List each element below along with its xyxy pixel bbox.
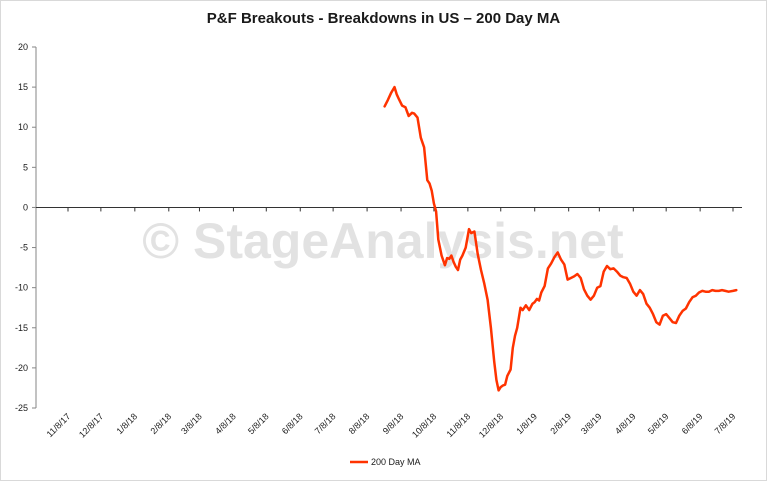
- x-tick-label: 5/8/18: [246, 411, 271, 436]
- y-tick-label: -25: [15, 403, 28, 413]
- y-tick-label: -15: [15, 323, 28, 333]
- x-tick-label: 4/8/19: [613, 411, 638, 436]
- x-tick-label: 2/8/18: [148, 411, 173, 436]
- x-tick-label: 6/8/19: [680, 411, 705, 436]
- x-tick-label: 10/8/18: [410, 411, 438, 439]
- y-tick-label: 5: [23, 162, 28, 172]
- y-tick-label: -20: [15, 363, 28, 373]
- x-tick-label: 8/8/18: [347, 411, 372, 436]
- chart-title: P&F Breakouts - Breakdowns in US – 200 D…: [206, 10, 561, 27]
- x-tick-label: 11/8/18: [444, 411, 472, 439]
- x-tick-label: 9/8/18: [381, 411, 406, 436]
- legend-label: 200 Day MA: [371, 457, 421, 467]
- y-tick-label: -5: [20, 243, 28, 253]
- y-tick-label: 15: [18, 82, 28, 92]
- x-tick-label: 12/8/18: [477, 411, 505, 439]
- x-tick-label: 4/8/18: [213, 411, 238, 436]
- watermark-text: © StageAnalysis.net: [142, 213, 624, 269]
- series-line-200-day-ma: [383, 85, 738, 392]
- x-tick-label: 3/8/19: [579, 411, 604, 436]
- x-tick-label: 1/8/18: [114, 411, 139, 436]
- y-tick-label: 20: [18, 42, 28, 52]
- x-tick-label: 11/8/17: [45, 411, 73, 439]
- x-tick-label: 7/8/19: [713, 411, 738, 436]
- x-tick-label: 5/8/19: [646, 411, 671, 436]
- x-tick-label: 2/8/19: [548, 411, 573, 436]
- legend: 200 Day MA: [350, 457, 421, 467]
- x-tick-label: 1/8/19: [514, 411, 539, 436]
- y-tick-label: 10: [18, 122, 28, 132]
- y-tick-label: 0: [23, 202, 28, 212]
- x-tick-label: 6/8/18: [280, 411, 305, 436]
- x-tick-label: 12/8/17: [77, 411, 105, 439]
- x-tick-label: 7/8/18: [313, 411, 338, 436]
- series-group: [383, 85, 738, 392]
- y-tick-label: -10: [15, 283, 28, 293]
- x-tick-label: 3/8/18: [179, 411, 204, 436]
